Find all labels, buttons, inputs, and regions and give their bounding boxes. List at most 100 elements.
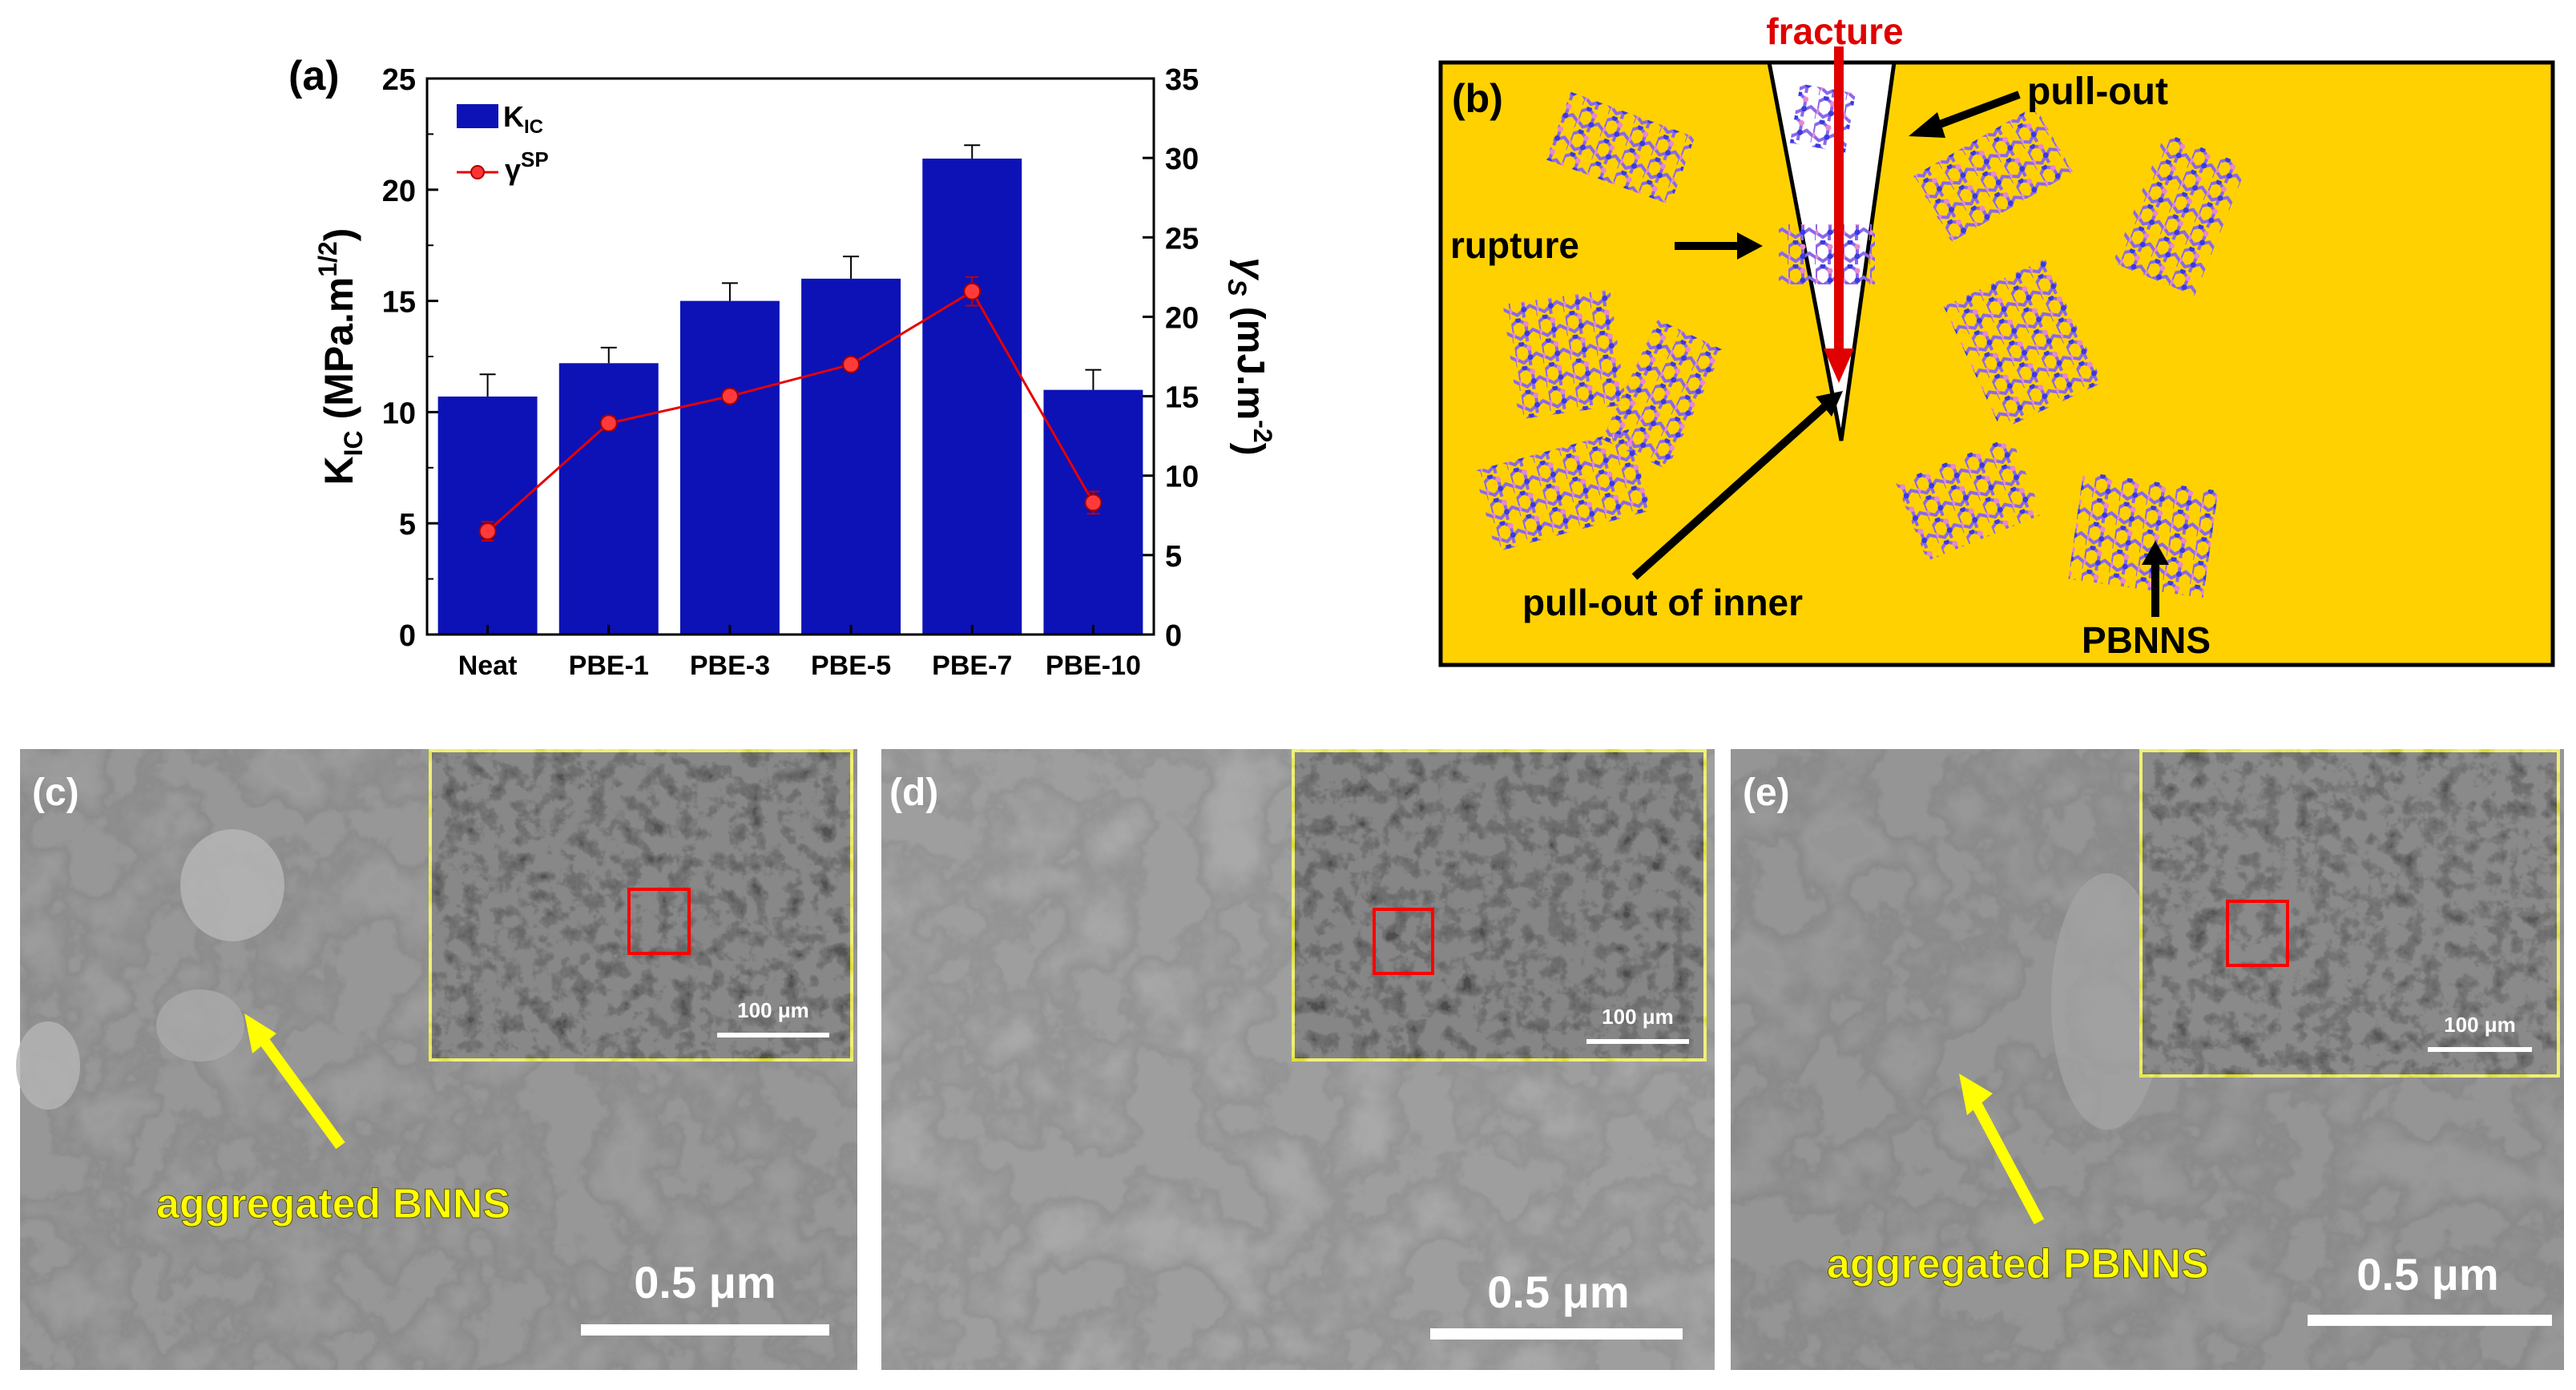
y-axis-title-rest: (MPa.m	[316, 277, 361, 431]
aggregate-particle	[156, 989, 244, 1062]
y2-axis-title: γS (mJ.m-2)	[1223, 257, 1277, 455]
y2-axis-title-sub: S	[1223, 279, 1252, 296]
y2-tick-label: 15	[1165, 381, 1199, 415]
x-tick-label: PBE-10	[1046, 651, 1141, 681]
gamma-point-pbe-7	[963, 282, 982, 300]
y2-tick-label: 30	[1165, 143, 1199, 176]
sem-image-d	[881, 749, 1715, 1370]
pull-out-arrow	[1928, 91, 2021, 132]
y-tick-label: 5	[399, 508, 416, 542]
legend-line-label: γSP	[505, 147, 549, 186]
legend-line-marker	[470, 165, 485, 179]
sem-panel-e: 100 μm aggregated PBNNS 0.5 μm (e)	[1731, 746, 2564, 1370]
nanosheet	[1896, 436, 2043, 561]
scale-text-c: 0.5 μm	[634, 1257, 776, 1307]
y-tick-label: 20	[382, 175, 416, 208]
y-tick-label: 10	[382, 397, 416, 430]
annotation-text-e: aggregated PBNNS	[1827, 1241, 2209, 1287]
rupture-arrow-head	[1737, 232, 1763, 260]
x-tick-label: PBE-1	[569, 651, 649, 681]
y2-tick-label: 0	[1165, 619, 1182, 653]
inset-zoom-box-c	[627, 888, 691, 955]
nanosheet	[2068, 471, 2219, 598]
toughness-chart: 0 5 10 15 20 25 0 5 10 15 20 25 30 35 Neat PBE-1 PBE-3 PB…	[288, 53, 1277, 681]
x-tick-label: Neat	[458, 651, 518, 681]
inner-arrow	[1631, 401, 1830, 580]
legend-bar-label: KIC	[503, 100, 543, 138]
inset-zoom-box-e	[2226, 900, 2289, 967]
y2-tick-label: 20	[1165, 301, 1199, 335]
pull-out-arrow-head	[1909, 112, 1945, 138]
x-tick-label: PBE-3	[690, 651, 770, 681]
inset-scale-text-c: 100 μm	[737, 998, 809, 1022]
legend-line-sup: SP	[521, 147, 549, 171]
pull-out-label: pull-out	[2027, 71, 2168, 113]
y2-tick-label: 25	[1165, 222, 1199, 256]
gamma-point-pbe-10	[1084, 494, 1103, 512]
y-tick-label: 15	[382, 286, 416, 320]
fracture-label: fracture	[1766, 10, 1903, 52]
aggregate-particle	[180, 829, 284, 941]
chart-legend: KIC γSP	[457, 100, 549, 186]
y2-tick-label: 5	[1165, 540, 1182, 574]
nanosheet	[1913, 106, 2074, 243]
bar-pbe-3	[679, 300, 780, 635]
nanosheet	[1943, 259, 2103, 430]
y2-axis-title-rest: (mJ.m	[1229, 296, 1272, 420]
bar-pbe-1	[558, 363, 659, 635]
nanosheet	[1602, 319, 1723, 470]
y-tick-label: 25	[382, 63, 416, 97]
inner-arrow-head	[1816, 391, 1843, 417]
y-axis-title: KIC (MPa.m1/2)	[313, 228, 368, 485]
aggregate-particle	[16, 1021, 80, 1110]
pbnns-arrow-head	[2142, 541, 2169, 565]
inset-zoom-box-d	[1373, 908, 1434, 975]
y-axis-title-close: )	[316, 228, 361, 242]
gamma-point-pbe-1	[599, 414, 618, 433]
nanosheet	[1779, 224, 1875, 284]
fracture-schematic: fracture pull-out rupture pull-out of in…	[1438, 10, 2555, 667]
sem-image-c	[20, 749, 857, 1370]
legend-bar-swatch	[457, 104, 498, 128]
x-tick-label: PBE-7	[932, 651, 1012, 681]
y-axis-title-sup: 1/2	[313, 241, 342, 276]
annotation-arrow-e	[1969, 1098, 2045, 1225]
nanosheet	[1789, 83, 1856, 153]
inset-d	[1288, 746, 1710, 1065]
aggregate-particle	[2051, 873, 2163, 1130]
nanosheet	[2113, 132, 2247, 296]
y2-axis-title-close: )	[1229, 443, 1272, 456]
bar-neat	[437, 396, 538, 635]
annotation-text-c: aggregated BNNS	[156, 1181, 510, 1227]
sem-image-e	[1731, 749, 2564, 1370]
panel-label-d: (d)	[889, 772, 938, 814]
annotation-arrow-c	[260, 1037, 345, 1150]
panel-label-e: (e)	[1743, 772, 1790, 814]
nanosheet	[1546, 91, 1695, 205]
y-tick-label: 0	[399, 619, 416, 653]
inset-scale-text-e: 100 μm	[2444, 1013, 2516, 1037]
nanosheet	[1473, 429, 1651, 553]
fracture-arrow-head	[1824, 349, 1854, 383]
nanosheets	[1473, 83, 2247, 598]
gamma-point-pbe-3	[720, 387, 739, 405]
inset-e	[2136, 746, 2563, 1081]
rupture-label: rupture	[1450, 224, 1579, 266]
y2-tick-label: 35	[1165, 63, 1199, 97]
gamma-point-neat	[478, 522, 497, 541]
panel-label-a: (a)	[288, 53, 340, 99]
legend-line-main: γ	[505, 153, 521, 186]
inset-c	[425, 746, 857, 1065]
x-tick-label: PBE-5	[811, 651, 891, 681]
gamma-series-line	[486, 289, 1094, 533]
legend-bar-sub: IC	[524, 116, 543, 138]
y2-axis-title-sup: -2	[1248, 420, 1277, 442]
panel-label-b: (b)	[1452, 76, 1503, 121]
sem-panel-c: 100 μm aggregated BNNS 0.5 μm (c)	[16, 746, 857, 1370]
nanosheet	[1502, 289, 1627, 420]
sem-panel-d: 100 μm 0.5 μm (d)	[881, 746, 1715, 1370]
legend-bar-main: K	[503, 100, 524, 133]
inset-scale-text-d: 100 μm	[1602, 1005, 1674, 1029]
pull-out-inner-label: pull-out of inner	[1522, 582, 1803, 623]
scale-text-e: 0.5 μm	[2356, 1249, 2498, 1299]
